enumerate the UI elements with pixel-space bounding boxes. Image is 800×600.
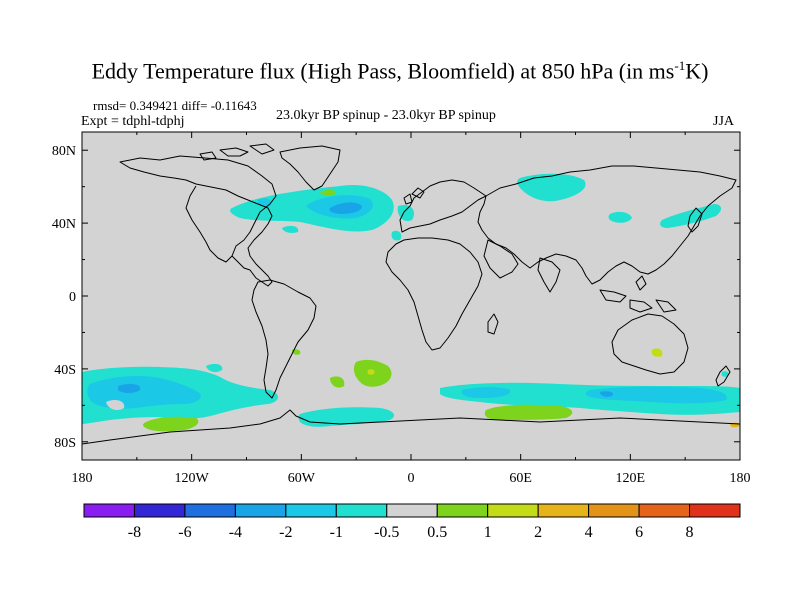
lat-label: 80N [52, 144, 76, 159]
plot-title: Eddy Temperature flux (High Pass, Bloomf… [91, 58, 709, 84]
contour-fills [82, 173, 740, 432]
lon-label: 120W [175, 471, 210, 486]
colorbar-swatch [588, 503, 640, 518]
colorbar-label: 0.5 [427, 524, 447, 541]
colorbar-label: 4 [585, 524, 593, 541]
lon-label: 180 [730, 471, 751, 486]
lon-label: 120E [616, 471, 646, 486]
lon-label: 60W [288, 471, 316, 486]
lat-label: 40N [52, 217, 76, 232]
colorbar-label: 6 [635, 524, 643, 541]
colorbar-swatch [689, 503, 741, 518]
colorbar-label: -1 [330, 524, 343, 541]
colorbar-swatch [537, 503, 590, 518]
colorbar-label: 8 [686, 524, 694, 541]
colorbar-label: -4 [229, 524, 242, 541]
lon-label: 60E [509, 471, 532, 486]
colorbar-label: -0.5 [374, 524, 399, 541]
colorbar-swatch [184, 503, 236, 518]
lat-label: 80S [54, 436, 76, 451]
colorbar-swatch [83, 503, 135, 518]
experiment-label: Expt = tdphl-tdphj [81, 114, 185, 129]
coastlines [82, 143, 740, 445]
colorbar-label: -2 [279, 524, 292, 541]
colorbar-label: -8 [128, 524, 141, 541]
colorbar-swatch [638, 503, 691, 518]
colorbar-swatch [487, 503, 539, 518]
lat-label: 0 [69, 290, 76, 305]
lat-label: 40S [54, 363, 76, 378]
lon-label: 0 [408, 471, 415, 486]
colorbar-swatch [335, 503, 388, 518]
season-label: JJA [713, 114, 735, 129]
colorbar-swatch [133, 503, 186, 518]
rmsd-label: rmsd= 0.349421 diff= -0.11643 [93, 98, 257, 113]
colorbar-swatch [285, 503, 337, 518]
colorbar-swatch [436, 503, 489, 518]
colorbar-label: 2 [534, 524, 542, 541]
colorbar-swatch [386, 503, 438, 518]
colorbar-label: 1 [484, 524, 492, 541]
lon-label: 180 [72, 471, 93, 486]
comparison-label: 23.0kyr BP spinup - 23.0kyr BP spinup [276, 108, 496, 123]
colorbar: -8 -6 -4 -2 -1 -0.5 0.5 1 2 4 6 8 [83, 503, 741, 541]
colorbar-swatch [234, 503, 287, 518]
colorbar-label: -6 [178, 524, 191, 541]
